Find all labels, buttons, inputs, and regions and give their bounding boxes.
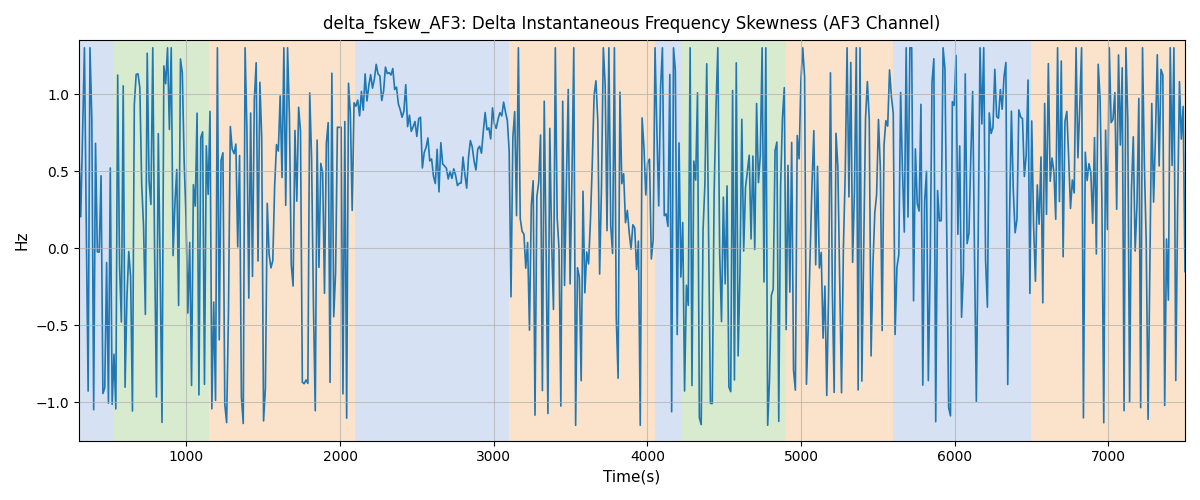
Bar	[786, 40, 893, 440]
Bar	[655, 40, 682, 440]
Title: delta_fskew_AF3: Delta Instantaneous Frequency Skewness (AF3 Channel): delta_fskew_AF3: Delta Instantaneous Fre…	[323, 15, 941, 34]
Bar	[893, 40, 1031, 440]
Y-axis label: Hz: Hz	[14, 230, 30, 250]
Bar	[114, 40, 210, 440]
Bar	[1031, 40, 1186, 440]
Bar	[355, 40, 509, 440]
Bar	[79, 40, 114, 440]
Bar	[210, 40, 355, 440]
Bar	[682, 40, 786, 440]
X-axis label: Time(s): Time(s)	[604, 470, 660, 485]
Bar	[509, 40, 655, 440]
